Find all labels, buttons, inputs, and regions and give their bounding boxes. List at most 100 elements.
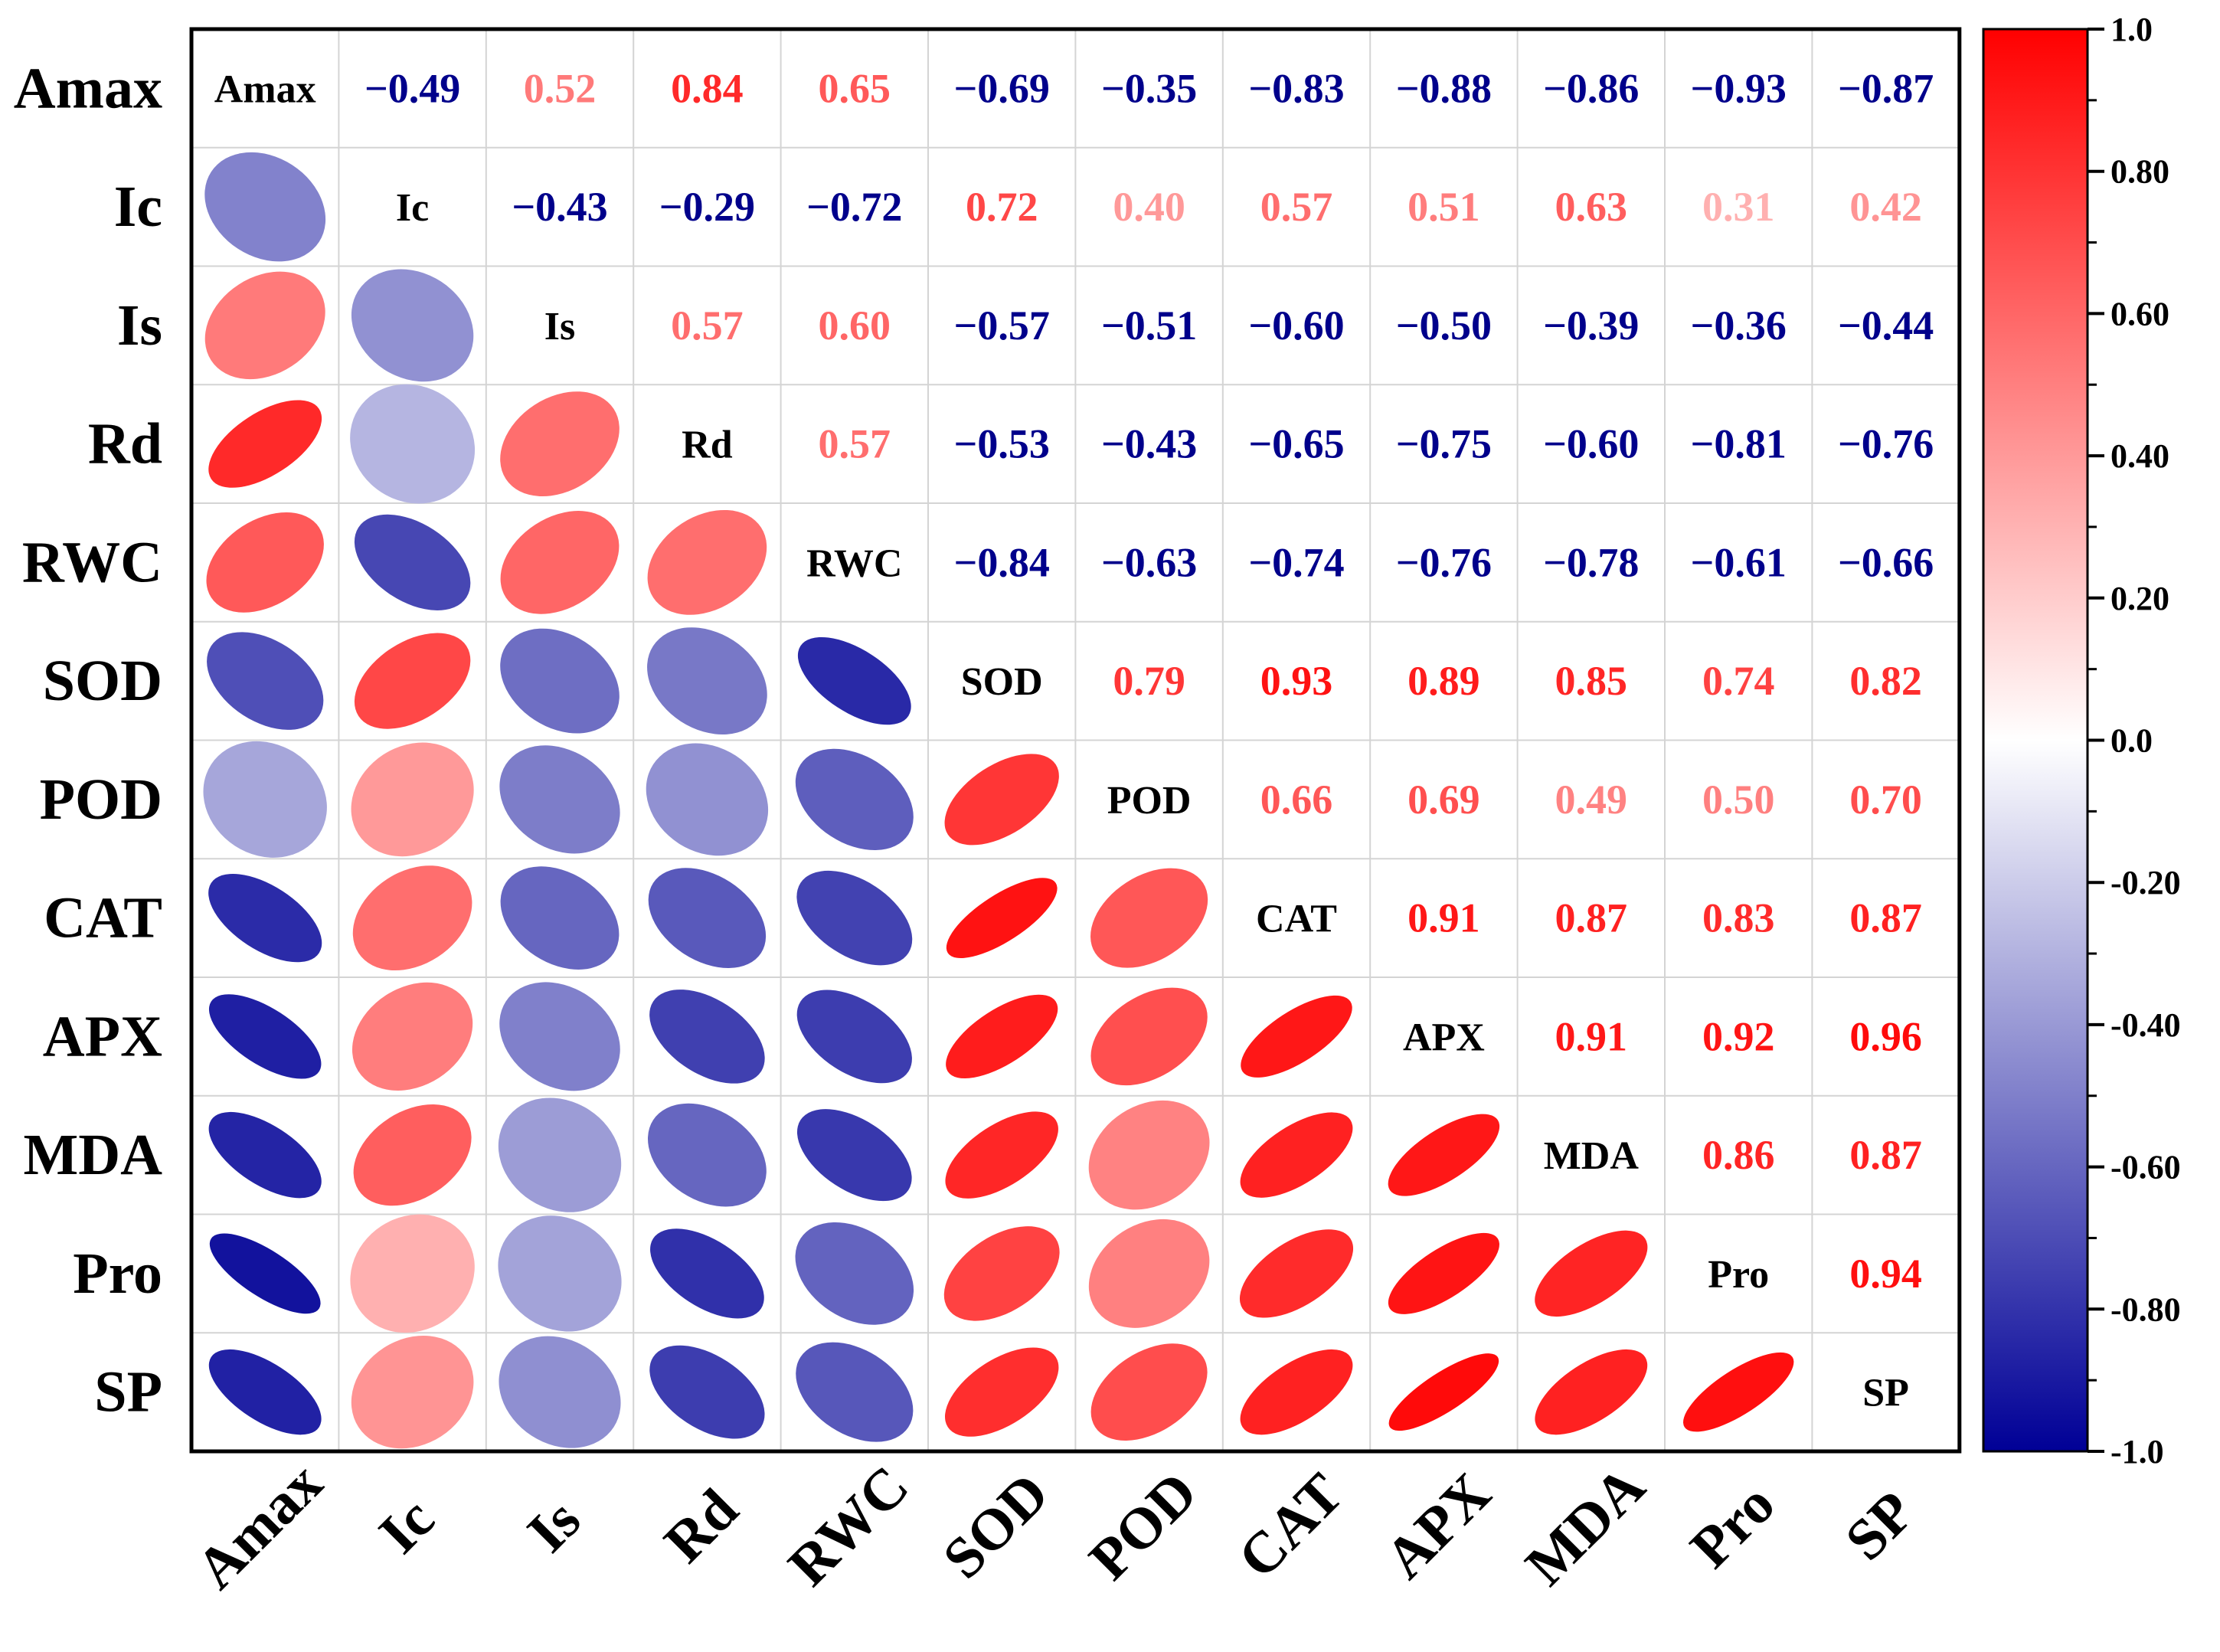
correlation-ellipse xyxy=(354,633,471,729)
correlation-value: 0.94 xyxy=(1849,1251,1922,1297)
correlation-value: 0.31 xyxy=(1702,184,1775,230)
correlation-value: 0.42 xyxy=(1849,184,1922,230)
correlation-value: 0.40 xyxy=(1113,184,1185,230)
correlation-value: −0.84 xyxy=(954,539,1050,585)
column-label: POD xyxy=(1077,1460,1210,1592)
correlation-ellipse xyxy=(1090,1343,1208,1441)
row-label: SP xyxy=(94,1360,162,1425)
correlation-value: −0.44 xyxy=(1838,303,1934,348)
colorbar-tick-label: -1.0 xyxy=(2110,1433,2164,1470)
correlation-value: 0.63 xyxy=(1555,184,1628,230)
correlation-ellipse xyxy=(350,1214,475,1333)
column-label: Rd xyxy=(652,1477,750,1575)
correlation-value: −0.74 xyxy=(1248,539,1344,585)
correlation-value: −0.51 xyxy=(1101,303,1197,348)
correlation-value: 0.74 xyxy=(1702,658,1775,704)
correlation-ellipse xyxy=(206,512,324,613)
correlation-value: 0.93 xyxy=(1260,658,1333,704)
row-label: Rd xyxy=(88,412,162,476)
correlation-ellipse xyxy=(796,1109,912,1202)
correlation-ellipse xyxy=(208,1349,322,1435)
correlation-value: 0.51 xyxy=(1408,184,1480,230)
correlation-ellipse xyxy=(1240,1112,1353,1198)
matrix-grid xyxy=(189,27,1962,1454)
correlation-ellipse xyxy=(500,628,620,734)
correlation-value: 0.84 xyxy=(671,65,744,111)
column-labels: Amax Ic Is Rd RWC SOD POD CAT APX MDA Pro SP xyxy=(184,1451,1927,1601)
correlation-value: −0.61 xyxy=(1691,539,1787,585)
colorbar-tick-label: 0.80 xyxy=(2110,153,2169,191)
correlation-value: 0.57 xyxy=(1260,184,1333,230)
correlation-ellipse xyxy=(796,870,913,966)
correlation-ellipse xyxy=(647,1103,767,1207)
row-label: APX xyxy=(43,1004,162,1068)
correlation-ellipse xyxy=(1241,995,1352,1078)
correlation-ellipse xyxy=(204,152,326,262)
correlation-value: −0.53 xyxy=(954,421,1050,467)
correlation-value: 0.50 xyxy=(1702,777,1775,823)
correlation-value: −0.75 xyxy=(1396,421,1492,467)
correlation-value: −0.83 xyxy=(1248,65,1344,111)
correlation-ellipse xyxy=(498,1215,622,1332)
correlation-value: 0.52 xyxy=(524,65,597,111)
correlation-ellipse xyxy=(351,269,474,382)
correlation-ellipse xyxy=(647,509,767,615)
correlation-ellipse xyxy=(646,743,769,856)
correlation-value: −0.36 xyxy=(1691,303,1787,348)
correlation-value: −0.29 xyxy=(659,184,755,230)
diagonal-label: CAT xyxy=(1256,898,1337,941)
colorbar-tick-label: 1.0 xyxy=(2110,11,2153,48)
colorbar-tick-label: -0.40 xyxy=(2110,1006,2181,1044)
column-label: RWC xyxy=(777,1454,921,1598)
correlation-value: 0.92 xyxy=(1702,1013,1775,1059)
colorbar-tick-label: -0.60 xyxy=(2110,1149,2181,1186)
row-labels: Amax Ic Is Rd RWC SOD POD CAT APX MDA Pro SP xyxy=(14,56,162,1424)
correlation-ellipse xyxy=(1240,1349,1353,1435)
correlation-ellipse xyxy=(208,873,322,963)
matrix-cells: Amax −0.49 0.52 0.84 0.65 −0.69 −0.35 −0.83 −0.8… xyxy=(203,65,1934,1449)
colorbar-tick-label: 0.0 xyxy=(2110,722,2153,760)
correlation-value: −0.35 xyxy=(1101,65,1197,111)
colorbar xyxy=(1982,28,2089,1453)
correlation-ellipse xyxy=(208,400,322,488)
correlation-ellipse xyxy=(498,1098,622,1212)
column-label: Pro xyxy=(1679,1471,1787,1580)
correlation-ellipse xyxy=(1535,1349,1648,1435)
correlation-ellipse xyxy=(1090,987,1208,1086)
correlation-ellipse xyxy=(354,514,471,610)
correlation-value: −0.43 xyxy=(1101,421,1197,467)
correlation-value: −0.78 xyxy=(1543,539,1639,585)
correlation-ellipse xyxy=(351,1335,474,1449)
correlation-value: −0.63 xyxy=(1101,539,1197,585)
correlation-ellipse xyxy=(1388,1232,1499,1314)
correlation-value: −0.43 xyxy=(512,184,607,230)
correlation-value: −0.93 xyxy=(1691,65,1787,111)
correlation-ellipse xyxy=(1088,1219,1210,1328)
colorbar-ticks: 1.0 0.80 0.60 0.40 0.20 0.0 -0.20 -0.40 -0.60 -0.… xyxy=(2088,11,2181,1470)
correlation-value: −0.69 xyxy=(954,65,1050,111)
correlation-ellipse xyxy=(499,1336,621,1448)
correlation-value: −0.76 xyxy=(1838,421,1934,467)
correlation-ellipse xyxy=(946,878,1058,959)
correlation-value: −0.57 xyxy=(954,303,1050,348)
diagonal-label: SOD xyxy=(961,660,1043,704)
correlation-value: 0.49 xyxy=(1555,777,1628,823)
correlation-ellipse xyxy=(648,868,767,969)
row-label: Is xyxy=(117,293,162,358)
diagonal-label: APX xyxy=(1403,1016,1485,1059)
row-label: CAT xyxy=(44,886,162,950)
correlation-value: 0.83 xyxy=(1702,895,1775,941)
correlation-ellipse xyxy=(650,1228,764,1319)
correlation-value: −0.50 xyxy=(1396,303,1492,348)
diagonal-label: Pro xyxy=(1708,1253,1769,1297)
column-label: MDA xyxy=(1513,1454,1657,1598)
correlation-ellipse xyxy=(208,994,322,1079)
row-label: Ic xyxy=(114,175,162,239)
correlation-value: 0.57 xyxy=(671,303,744,348)
colorbar-tick-label: 0.40 xyxy=(2110,437,2169,475)
correlation-value: −0.88 xyxy=(1396,65,1492,111)
correlation-value: −0.60 xyxy=(1543,421,1639,467)
column-label: Ic xyxy=(367,1486,446,1565)
correlation-ellipse xyxy=(500,391,620,497)
